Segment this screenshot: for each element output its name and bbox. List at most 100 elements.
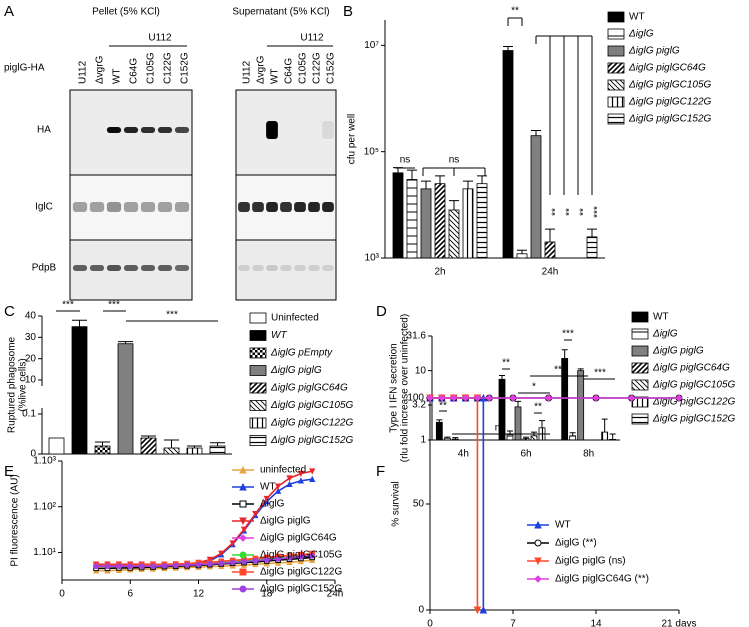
marker	[150, 563, 156, 570]
marker	[239, 568, 247, 576]
error-bar	[72, 319, 87, 327]
y-axis-label: cfu per well	[347, 114, 358, 165]
blot-band	[157, 127, 173, 133]
bar	[569, 435, 577, 441]
blot-band	[322, 265, 334, 271]
blot-heading: Supernatant (5% KCl)	[232, 7, 329, 18]
marker	[309, 468, 316, 475]
blot-band	[72, 202, 88, 212]
panel-label: F	[376, 463, 385, 480]
bar	[448, 209, 460, 259]
blot-band	[238, 202, 250, 212]
marker	[161, 563, 168, 569]
legend-swatch	[249, 347, 267, 359]
blot-band	[89, 265, 105, 271]
significance-label: ***	[166, 310, 178, 321]
legend-label: ΔiglG piglGC105G	[260, 550, 342, 561]
legend-swatch	[607, 11, 625, 23]
significance-label: ns	[400, 155, 411, 166]
legend-label: ΔiglG piglG (ns)	[555, 556, 626, 567]
legend-swatch	[249, 417, 267, 429]
legend-swatch	[631, 328, 649, 340]
legend-label: ΔiglG piglG	[260, 516, 311, 527]
blot-band	[106, 265, 122, 271]
marker	[127, 563, 134, 570]
significance-label: **	[511, 6, 519, 17]
marker	[286, 558, 293, 566]
error-bar	[523, 436, 529, 439]
marker	[239, 517, 247, 526]
y-tick-label: 31.6	[407, 331, 427, 342]
x-tick-label: 4h	[458, 449, 469, 460]
marker	[450, 394, 458, 402]
bar	[117, 343, 134, 455]
legend-swatch	[249, 365, 267, 376]
lane-label: C122G	[163, 52, 174, 84]
blot-band	[294, 265, 306, 271]
x-tick-label: 21 days	[661, 619, 696, 627]
error-bar	[463, 180, 473, 189]
significance-label: **	[551, 208, 562, 216]
legend-label: ΔiglG piglGC152G	[260, 584, 342, 595]
marker	[461, 394, 470, 402]
y-tick-label: 40	[25, 311, 37, 322]
marker	[116, 563, 122, 570]
y-axis-label: (rlu fold increase over uninfected)	[400, 314, 411, 462]
error-bar	[477, 175, 487, 184]
marker	[627, 394, 636, 402]
marker	[207, 561, 213, 567]
y-tick-label: 100	[407, 393, 424, 404]
marker	[218, 550, 225, 557]
blot-band	[123, 265, 139, 271]
marker	[297, 477, 304, 484]
y-axis-label: (%live cells)	[18, 358, 29, 411]
significance-label: ns	[495, 423, 506, 434]
marker	[675, 394, 683, 402]
lane-label: ΔvgrG	[256, 55, 267, 84]
bar	[420, 188, 432, 259]
legend-label: ΔiglG piglGC64G	[260, 533, 337, 544]
blot-band	[123, 202, 139, 212]
bar	[544, 241, 556, 259]
blot-band	[294, 202, 306, 212]
x-tick-label: 0	[427, 619, 433, 627]
legend-label: WT	[629, 12, 645, 23]
marker	[298, 554, 304, 560]
marker	[239, 534, 247, 542]
blot-band	[140, 265, 156, 271]
marker	[286, 480, 293, 488]
marker	[297, 470, 304, 478]
x-tick-label: 14	[590, 619, 602, 627]
error-bar	[449, 200, 459, 210]
marker	[473, 394, 482, 402]
marker	[544, 394, 553, 402]
blot-row-label: HA	[37, 125, 51, 136]
legend-label: ΔiglG piglGC122G	[652, 397, 736, 408]
x-tick-label: 8h	[583, 449, 594, 460]
marker	[239, 551, 247, 559]
marker	[473, 606, 482, 615]
marker	[239, 500, 247, 508]
marker	[263, 495, 270, 503]
blot-row-label: IglC	[35, 202, 53, 213]
legend-swatch	[631, 362, 649, 374]
blot-band	[308, 265, 320, 271]
error-bar	[118, 341, 133, 344]
y-axis-label: % survival	[391, 481, 402, 527]
marker	[534, 557, 542, 566]
y-tick-label: 50	[413, 499, 425, 510]
error-bar	[539, 420, 545, 428]
bar	[516, 253, 528, 259]
blot-band	[106, 127, 122, 133]
legend-label: ΔiglG	[652, 329, 678, 340]
y-tick-label: 20	[25, 353, 37, 364]
significance-label: ns	[449, 155, 460, 166]
lane-label: C64G	[129, 58, 140, 84]
blot-band	[266, 202, 278, 212]
blot-band	[238, 265, 250, 271]
lane-label: WT	[112, 68, 123, 84]
y-axis-label: PI fluorescence (AU)	[10, 474, 21, 566]
blot-band	[174, 265, 190, 271]
error-bar	[421, 180, 431, 189]
blot-band	[174, 127, 190, 133]
